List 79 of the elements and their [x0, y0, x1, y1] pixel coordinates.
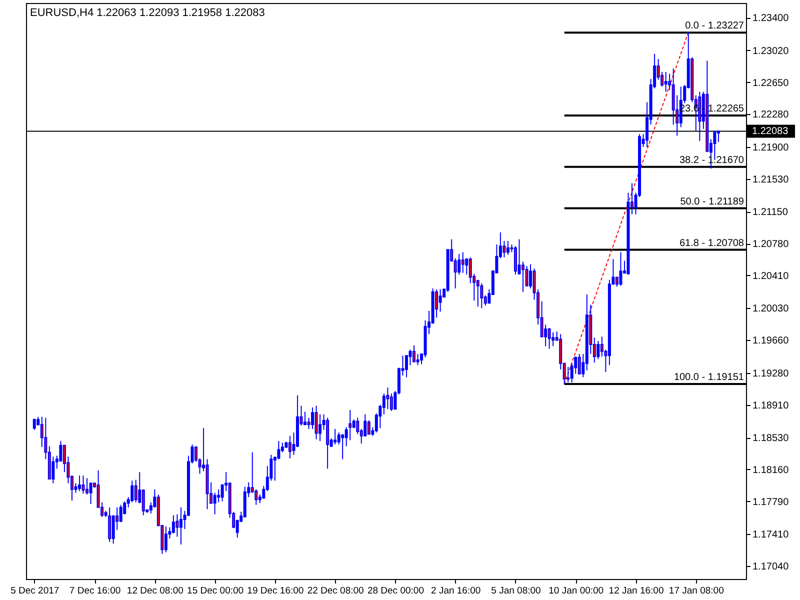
- candlestick: [108, 506, 112, 542]
- candlestick: [664, 71, 668, 92]
- candlestick: [502, 240, 506, 258]
- x-tick-label: 17 Jan 08:00: [668, 586, 724, 596]
- y-tick-label: 1.18160: [752, 464, 790, 476]
- candlestick: [525, 265, 528, 286]
- y-tick-label: 1.20030: [752, 304, 790, 315]
- candlestick: [548, 328, 551, 350]
- x-tick-label: 19 Dec 16:00: [247, 586, 304, 596]
- candlestick: [367, 420, 370, 435]
- candlestick: [390, 393, 393, 412]
- x-tick-label: 22 Dec 08:00: [307, 586, 364, 596]
- annotation: 0.0 - 1.23227: [685, 20, 744, 32]
- ref-line-label: 1.22083: [752, 126, 789, 138]
- y-tick-label: 1.21150: [752, 207, 788, 218]
- candlestick: [142, 488, 145, 516]
- x-tick-label: 28 Dec 00:00: [367, 586, 424, 596]
- candlestick: [480, 282, 484, 309]
- candlestick: [506, 240, 510, 256]
- candlestick: [288, 435, 292, 459]
- annotation: 50.0 - 1.21189: [680, 196, 744, 208]
- candlestick: [408, 349, 412, 366]
- candlestick: [304, 411, 306, 426]
- y-tick-label: 1.21530: [752, 174, 790, 186]
- candlestick: [476, 279, 480, 308]
- candlestick: [78, 475, 81, 492]
- candlestick: [412, 344, 416, 362]
- candlestick: [172, 514, 175, 534]
- candlestick: [82, 475, 85, 494]
- candlestick: [596, 340, 600, 360]
- candlestick: [522, 261, 524, 292]
- candlestick: [356, 417, 360, 435]
- candlestick: [518, 238, 521, 276]
- annotation: 61.8 - 1.20708: [680, 238, 744, 249]
- y-tick-label: 1.17790: [752, 496, 790, 508]
- candlestick: [164, 526, 168, 553]
- candlestick: [176, 514, 179, 538]
- candlestick: [318, 414, 322, 442]
- y-tick-label: 1.18910: [752, 400, 790, 412]
- y-tick-label: 1.20410: [752, 270, 790, 282]
- candlestick: [461, 252, 464, 274]
- candlestick: [179, 506, 182, 546]
- candlestick: [416, 353, 420, 366]
- y-tick-label: 1.19660: [752, 336, 790, 347]
- candlestick: [619, 252, 622, 286]
- x-tick-label: 12 Jan 16:00: [608, 586, 664, 596]
- candlestick: [334, 428, 337, 445]
- candlestick: [578, 353, 581, 376]
- candlestick: [213, 492, 216, 515]
- candlestick: [566, 366, 570, 383]
- candlestick: [438, 288, 442, 312]
- candlestick: [217, 488, 220, 503]
- y-tick-label: 1.18530: [752, 433, 790, 444]
- x-tick-label: 7 Dec 16:00: [69, 586, 121, 596]
- candlestick: [119, 504, 122, 523]
- candlestick: [529, 264, 532, 289]
- candlestick: [552, 332, 555, 347]
- y-tick-label: 1.17040: [752, 562, 790, 573]
- y-tick-label: 1.22650: [752, 78, 790, 89]
- candlestick: [86, 478, 89, 495]
- y-tick-label: 1.23400: [752, 13, 790, 24]
- y-tick-label: 1.22280: [752, 110, 790, 121]
- x-tick-label: 5 Dec 2017: [10, 586, 60, 596]
- y-tick-label: 1.17410: [752, 530, 790, 541]
- y-tick-label: 1.21900: [752, 142, 790, 154]
- chart-title: EURUSD,H4 1.22063 1.22093 1.21958 1.22083: [30, 7, 265, 19]
- candlestick: [89, 482, 92, 504]
- y-tick-label: 1.19280: [752, 368, 790, 380]
- x-tick-label: 12 Dec 08:00: [126, 586, 184, 596]
- x-tick-label: 10 Jan 00:00: [548, 586, 604, 596]
- y-tick-label: 1.20780: [752, 239, 790, 250]
- x-tick-label: 2 Jan 16:00: [431, 586, 481, 596]
- x-tick-label: 15 Dec 00:00: [187, 586, 244, 596]
- annotation: 100.0 - 1.19151: [674, 372, 744, 384]
- y-tick-label: 1.23020: [752, 46, 790, 57]
- candlestick: [32, 418, 36, 430]
- candlestick: [314, 405, 318, 440]
- x-tick-label: 5 Jan 08:00: [491, 586, 541, 596]
- candlestick: [341, 434, 344, 460]
